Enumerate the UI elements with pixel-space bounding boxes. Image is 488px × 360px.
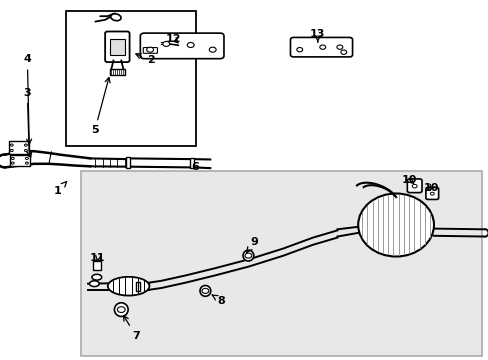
Circle shape <box>11 162 14 164</box>
Circle shape <box>24 144 27 146</box>
Text: 4: 4 <box>23 54 32 144</box>
Circle shape <box>117 307 125 312</box>
FancyBboxPatch shape <box>290 37 352 57</box>
Bar <box>126 157 130 168</box>
FancyBboxPatch shape <box>407 179 421 193</box>
Circle shape <box>11 157 14 159</box>
Circle shape <box>24 149 27 152</box>
Circle shape <box>209 47 216 52</box>
Circle shape <box>10 149 13 152</box>
Bar <box>109 39 125 55</box>
Text: 10: 10 <box>401 175 417 185</box>
Circle shape <box>319 45 325 49</box>
Bar <box>110 69 124 75</box>
Text: 6: 6 <box>191 162 199 172</box>
Bar <box>66 11 195 146</box>
Ellipse shape <box>243 250 253 261</box>
Ellipse shape <box>357 194 433 257</box>
Circle shape <box>163 41 169 46</box>
Bar <box>189 158 193 168</box>
Text: 11: 11 <box>90 253 105 264</box>
Bar <box>81 171 481 356</box>
Ellipse shape <box>108 277 149 296</box>
Circle shape <box>411 184 416 188</box>
Circle shape <box>187 42 194 48</box>
Text: 2: 2 <box>136 54 154 66</box>
Text: 5: 5 <box>91 77 110 135</box>
Circle shape <box>244 253 251 258</box>
Circle shape <box>429 192 433 195</box>
FancyBboxPatch shape <box>140 33 224 59</box>
Circle shape <box>25 157 28 159</box>
Text: 3: 3 <box>23 88 32 156</box>
Bar <box>136 282 140 291</box>
Text: 9: 9 <box>246 237 258 252</box>
Text: 7: 7 <box>123 316 140 341</box>
Circle shape <box>336 45 342 49</box>
FancyBboxPatch shape <box>105 32 129 62</box>
FancyBboxPatch shape <box>10 155 30 166</box>
Circle shape <box>296 48 302 52</box>
Text: 8: 8 <box>212 295 225 306</box>
Circle shape <box>340 50 346 54</box>
Text: 10: 10 <box>423 183 438 193</box>
Circle shape <box>25 162 28 164</box>
Ellipse shape <box>114 303 128 316</box>
FancyBboxPatch shape <box>9 141 29 154</box>
Text: 13: 13 <box>309 29 325 42</box>
Ellipse shape <box>89 281 99 287</box>
Circle shape <box>10 144 13 146</box>
Circle shape <box>202 288 208 293</box>
Ellipse shape <box>200 285 210 296</box>
Ellipse shape <box>110 14 121 21</box>
Ellipse shape <box>92 274 102 280</box>
Text: 12: 12 <box>165 33 181 44</box>
FancyBboxPatch shape <box>143 48 157 53</box>
FancyBboxPatch shape <box>425 188 438 199</box>
Circle shape <box>146 47 153 52</box>
Bar <box>93 261 101 270</box>
Text: 1: 1 <box>54 181 66 196</box>
